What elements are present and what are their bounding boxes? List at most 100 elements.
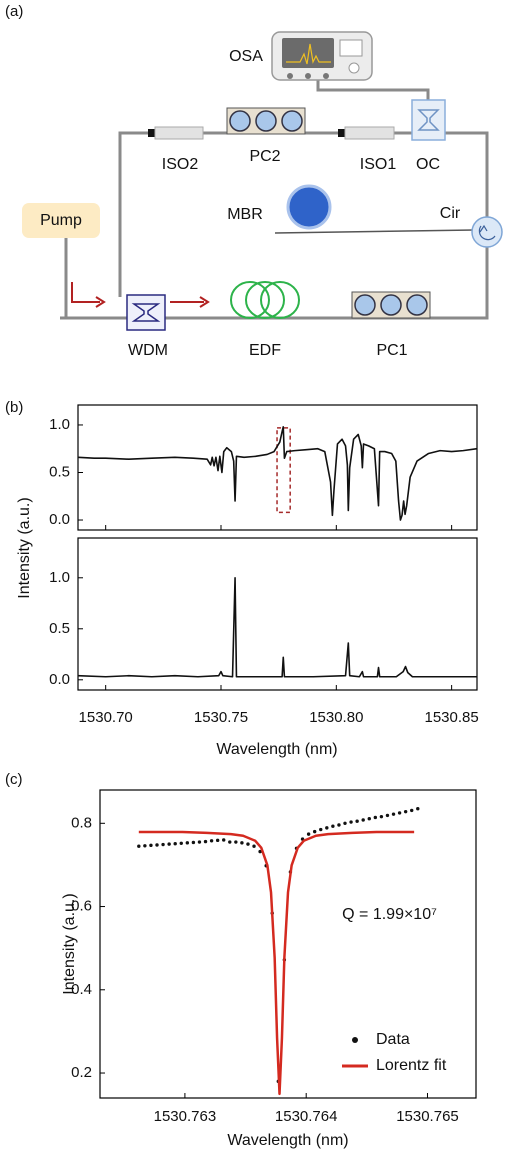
data-point bbox=[397, 811, 402, 815]
mbr bbox=[286, 184, 332, 230]
circulator-arrow bbox=[478, 224, 496, 241]
data-point bbox=[222, 838, 226, 842]
tapered-fiber bbox=[274, 229, 475, 234]
plot-frame bbox=[77, 537, 478, 691]
data-point bbox=[343, 821, 347, 825]
wdm-symbol bbox=[131, 303, 161, 322]
osa-trace bbox=[286, 43, 331, 65]
x-tick-label: 1530.80 bbox=[309, 709, 363, 726]
y-tick-label: 0.0 bbox=[49, 671, 70, 688]
data-point bbox=[252, 844, 256, 848]
plot-frame bbox=[99, 789, 477, 1099]
data-point bbox=[373, 815, 378, 820]
data-point bbox=[416, 807, 420, 811]
y-tick-label: 0.0 bbox=[49, 511, 70, 528]
data-point bbox=[234, 840, 238, 844]
label: PC2 bbox=[249, 148, 280, 165]
data-point bbox=[240, 841, 244, 845]
data-point bbox=[246, 842, 250, 846]
iso2 bbox=[154, 126, 204, 140]
label: ISO1 bbox=[360, 156, 397, 173]
data-point bbox=[403, 809, 408, 814]
iso1-end bbox=[338, 129, 346, 137]
data-line bbox=[77, 426, 478, 521]
panel-label: (b) bbox=[5, 399, 23, 416]
data-point bbox=[385, 813, 390, 818]
osa-knob bbox=[323, 73, 329, 79]
data-point bbox=[391, 812, 396, 816]
data-line bbox=[138, 830, 415, 1096]
label: PC1 bbox=[376, 342, 407, 359]
pc2-paddle bbox=[255, 110, 277, 132]
panel-label: (c) bbox=[5, 771, 23, 788]
y-tick-label: 0.8 bbox=[71, 814, 92, 831]
data-point bbox=[331, 824, 335, 828]
x-axis-label: Wavelength (nm) bbox=[227, 1132, 348, 1149]
data-point bbox=[203, 839, 208, 844]
data-point bbox=[155, 843, 159, 847]
edf-coil bbox=[230, 281, 270, 319]
data-point bbox=[179, 841, 183, 845]
data-point bbox=[361, 818, 365, 822]
osa-knob bbox=[305, 73, 311, 79]
data-point bbox=[143, 844, 147, 848]
label: OSA bbox=[229, 48, 263, 65]
label: MBR bbox=[227, 206, 263, 223]
data-point bbox=[185, 841, 190, 845]
data-point bbox=[149, 843, 153, 848]
diagram-labels: OSA ISO2 PC2 ISO1 OC MBR Cir Pump WDM ED… bbox=[40, 48, 461, 359]
wdm bbox=[126, 294, 166, 331]
circulator bbox=[471, 216, 503, 248]
iso2-end bbox=[148, 129, 156, 137]
iso1 bbox=[344, 126, 395, 140]
osa-screen bbox=[282, 38, 334, 68]
legend-marker bbox=[352, 1037, 358, 1043]
osa-knob bbox=[287, 73, 293, 79]
data-point bbox=[325, 826, 329, 830]
x-tick-label: 1530.75 bbox=[194, 709, 248, 726]
data-point bbox=[215, 838, 220, 843]
pc1-paddle bbox=[406, 294, 428, 316]
setup-diagram bbox=[22, 31, 503, 331]
x-tick-label: 1530.764 bbox=[275, 1108, 338, 1125]
data-point bbox=[161, 842, 165, 847]
data-point bbox=[191, 840, 196, 845]
data-point bbox=[379, 814, 384, 819]
legend-label: Lorentz fit bbox=[376, 1057, 447, 1074]
data-point bbox=[349, 820, 353, 824]
y-tick-label: 0.2 bbox=[71, 1064, 92, 1081]
y-tick-label: 1.0 bbox=[49, 416, 70, 433]
data-point bbox=[137, 844, 141, 848]
annotation: Q = 1.99×10⁷ bbox=[342, 906, 437, 923]
data-point bbox=[173, 841, 177, 846]
plot-frame bbox=[77, 404, 478, 531]
label: Pump bbox=[40, 212, 82, 229]
pump bbox=[22, 203, 100, 238]
y-tick-label: 1.0 bbox=[49, 569, 70, 586]
y-axis-label: Intensity (a.u.) bbox=[16, 497, 33, 598]
label: Cir bbox=[440, 205, 461, 222]
pc1-paddle bbox=[380, 294, 402, 316]
data-point bbox=[337, 823, 341, 827]
data-point bbox=[410, 808, 414, 813]
oc-symbol bbox=[417, 109, 440, 131]
pump-arrow bbox=[71, 282, 210, 308]
data-point bbox=[209, 839, 214, 843]
data-point bbox=[312, 829, 317, 834]
pc1-paddle bbox=[354, 294, 376, 316]
pc2-paddle bbox=[281, 110, 303, 132]
data-point bbox=[319, 827, 323, 832]
panel-label: (a) bbox=[5, 3, 23, 20]
edf-coil bbox=[260, 281, 300, 319]
osa-knob bbox=[348, 62, 360, 74]
x-tick-label: 1530.70 bbox=[79, 709, 133, 726]
oc bbox=[411, 99, 446, 141]
y-tick-label: 0.5 bbox=[49, 463, 70, 480]
edf-coil bbox=[245, 281, 285, 319]
label: EDF bbox=[249, 342, 281, 359]
y-axis-label: Intensity (a.u.) bbox=[61, 893, 78, 994]
y-tick-label: 0.4 bbox=[71, 981, 92, 998]
data-point bbox=[228, 840, 232, 844]
